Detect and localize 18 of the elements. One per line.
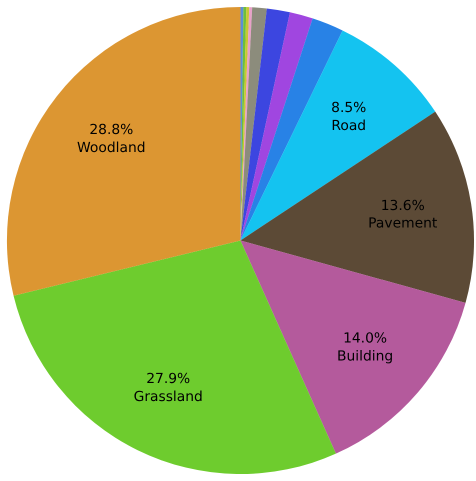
slice-label: Grassland xyxy=(134,388,203,405)
pie-slice xyxy=(6,6,240,296)
pie-slice xyxy=(240,7,267,240)
pie-slice xyxy=(240,8,290,240)
slice-label: Building xyxy=(336,348,394,364)
pie-slice xyxy=(240,240,466,454)
slice-label: Road xyxy=(331,118,366,134)
pie-slice xyxy=(240,30,436,240)
slice-label: Pavement xyxy=(368,216,438,232)
data-label: 13.6% xyxy=(380,198,425,214)
data-label: 27.9% xyxy=(146,371,190,388)
pie-slice xyxy=(240,12,313,240)
data-label: 28.8% xyxy=(89,122,134,138)
data-label: 8.5% xyxy=(331,100,366,116)
pie-slice xyxy=(240,112,474,303)
slice-label: Woodland xyxy=(77,140,146,156)
pie-slice xyxy=(14,240,336,474)
data-label: 14.0% xyxy=(343,330,388,347)
